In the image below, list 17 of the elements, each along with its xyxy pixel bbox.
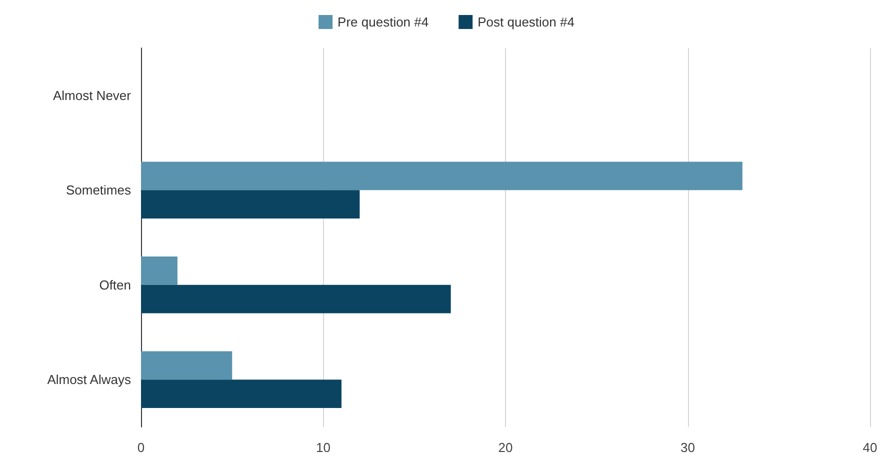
bar (141, 256, 178, 285)
bar (141, 162, 742, 190)
x-tick-label: 20 (498, 440, 513, 455)
x-tick-label: 10 (316, 440, 330, 455)
bar (141, 380, 342, 408)
bar (141, 190, 360, 219)
y-tick-label: Sometimes (66, 182, 132, 198)
bar (141, 351, 232, 380)
legend-label: Post question #4 (478, 14, 574, 30)
y-tick-label: Almost Never (52, 88, 132, 103)
x-tick-label: 30 (680, 440, 695, 455)
x-tick-label: 40 (862, 440, 878, 455)
legend-label: Pre question #4 (338, 14, 429, 30)
bar (141, 284, 451, 314)
y-tick-label: Often (99, 277, 131, 292)
y-tick-label: Almost Always (47, 372, 132, 388)
x-tick-label: 0 (137, 440, 145, 455)
